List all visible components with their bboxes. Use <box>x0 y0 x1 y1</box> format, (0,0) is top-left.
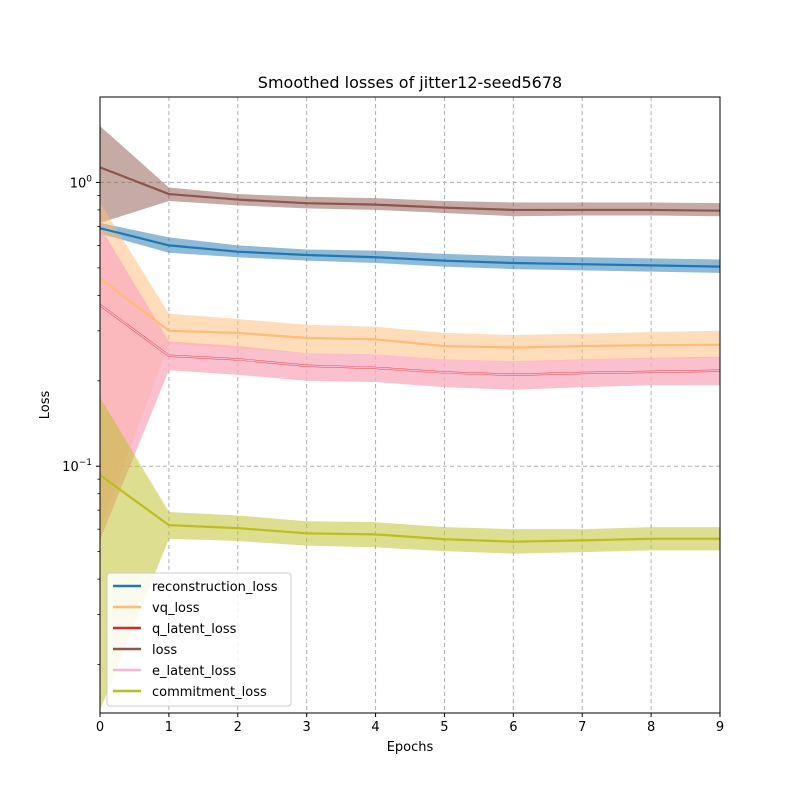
axis-ticks: 0 1 2 3 4 5 6 7 8 9 10−1 100 <box>62 174 724 735</box>
x-tick-label: 4 <box>371 720 379 735</box>
y-axis-label: Loss <box>38 391 53 420</box>
legend-label-reconstruction_loss: reconstruction_loss <box>152 580 278 595</box>
legend-box <box>106 572 292 707</box>
x-axis-label: Epochs <box>387 740 434 755</box>
line-e_latent_loss <box>99 304 721 376</box>
line-loss <box>99 166 721 212</box>
y-tick-label: 10−1 <box>62 458 92 475</box>
x-tick-label: 2 <box>234 720 242 735</box>
legend-label-q_latent_loss: q_latent_loss <box>152 622 237 637</box>
confidence-bands <box>100 126 720 711</box>
band-e_latent_loss <box>100 226 720 540</box>
x-tick-label: 5 <box>440 720 448 735</box>
line-vq_loss <box>99 277 721 349</box>
line-commitment_loss <box>99 474 720 543</box>
legend-label-loss: loss <box>152 643 177 658</box>
x-tick-label: 3 <box>303 720 311 735</box>
plot-frame <box>99 96 721 714</box>
legend: reconstruction_loss vq_loss q_latent_lossl… <box>106 572 292 707</box>
band-reconstruction_loss <box>100 222 720 273</box>
series-lines <box>99 166 721 543</box>
legend-label-vq_loss: vq_loss <box>152 601 200 616</box>
x-tick-label: 7 <box>578 720 586 735</box>
legend-label-commitment_loss: commitment_loss <box>152 685 267 700</box>
band-loss <box>100 126 720 223</box>
chart-title: Smoothed losses of jitter12-seed5678 <box>258 73 562 92</box>
x-tick-label: 6 <box>509 720 517 735</box>
line-reconstruction_loss <box>99 227 721 268</box>
x-tick-label: 1 <box>165 720 173 735</box>
x-tick-label: 9 <box>716 720 724 735</box>
y-tick-label: 100 <box>70 174 93 191</box>
legend-label-e_latent_loss: e_latent_loss <box>152 664 236 679</box>
x-tick-label: 8 <box>647 720 655 735</box>
x-tick-label: 0 <box>96 720 104 735</box>
